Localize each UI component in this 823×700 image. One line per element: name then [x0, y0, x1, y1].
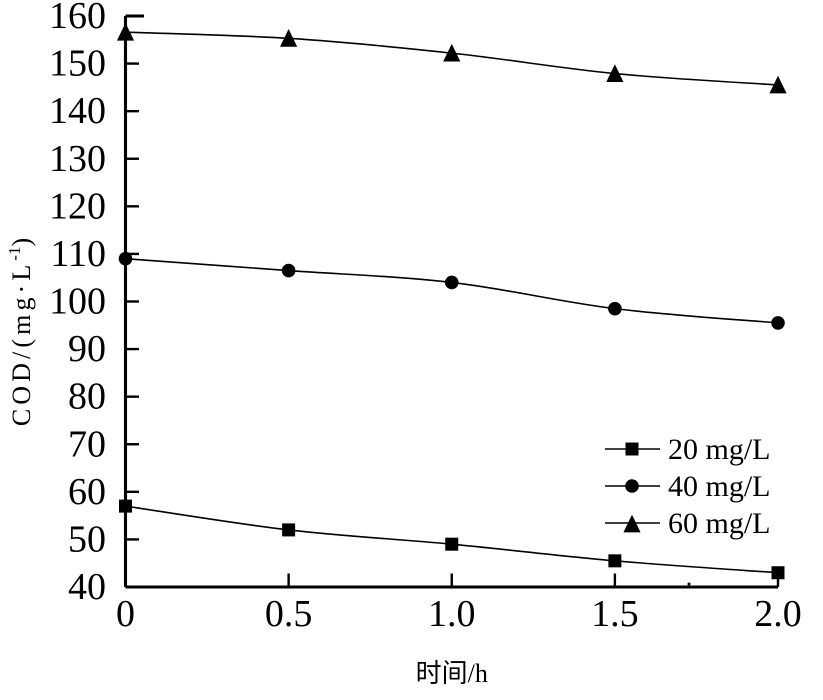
svg-text:1.0: 1.0: [428, 593, 476, 635]
svg-text:130: 130: [49, 138, 106, 180]
svg-text:90: 90: [68, 328, 106, 370]
svg-text:120: 120: [49, 185, 106, 227]
svg-text:COD/(mg·L-1): COD/(mg·L-1): [5, 238, 36, 426]
svg-text:110: 110: [50, 233, 106, 275]
svg-text:20 mg/L: 20 mg/L: [668, 433, 771, 466]
svg-text:100: 100: [49, 281, 106, 323]
svg-text:80: 80: [68, 376, 106, 418]
svg-text:60 mg/L: 60 mg/L: [668, 507, 771, 540]
svg-text:140: 140: [49, 90, 106, 132]
svg-text:0: 0: [116, 593, 135, 635]
svg-text:160: 160: [49, 0, 106, 37]
svg-text:0.5: 0.5: [265, 593, 313, 635]
svg-text:2.0: 2.0: [754, 593, 802, 635]
svg-text:40: 40: [68, 566, 106, 608]
svg-text:50: 50: [68, 518, 106, 560]
svg-text:60: 60: [68, 471, 106, 513]
svg-text:时间/h: 时间/h: [416, 659, 488, 688]
svg-text:1.5: 1.5: [591, 593, 639, 635]
svg-text:150: 150: [49, 43, 106, 85]
svg-text:70: 70: [68, 423, 106, 465]
svg-text:40 mg/L: 40 mg/L: [668, 470, 771, 503]
